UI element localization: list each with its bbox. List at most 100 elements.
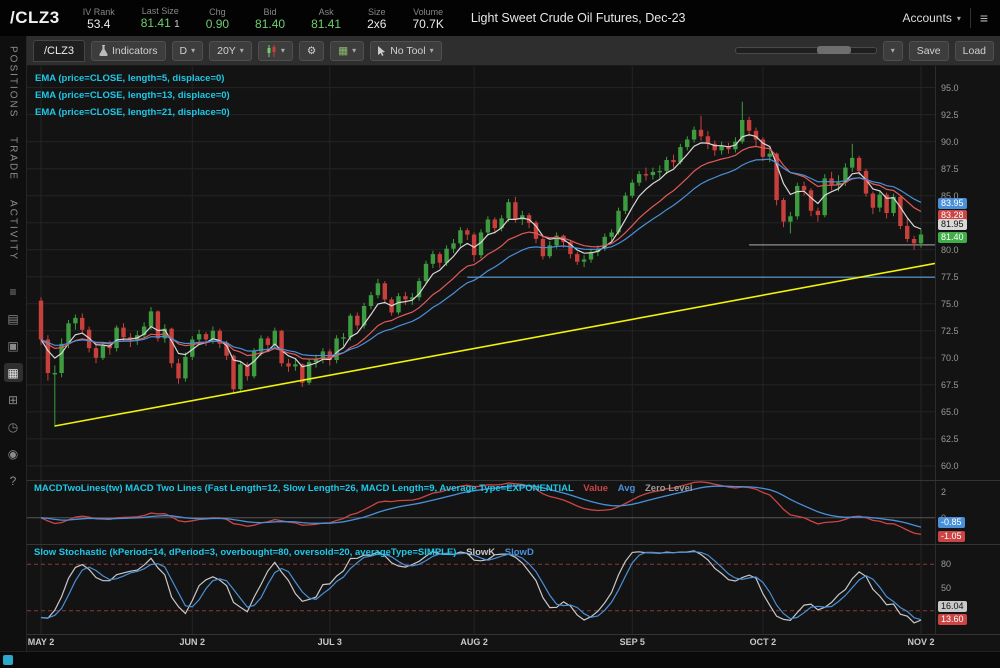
aggregation-dropdown[interactable]: D ▾ xyxy=(171,40,204,61)
chart-menu-dropdown[interactable]: ▾ xyxy=(882,40,903,61)
chart-gadget: /CLZ3 Indicators D ▾ 20Y ▾ ▾ ⚙ xyxy=(27,36,1000,651)
chevron-down-icon: ▾ xyxy=(352,46,357,55)
chat-indicator[interactable] xyxy=(3,655,13,665)
axis-tick: 60.0 xyxy=(941,460,959,471)
chevron-down-icon: ▾ xyxy=(280,46,285,55)
axis-tick: 62.5 xyxy=(941,433,959,444)
drawing-set-dropdown[interactable]: ▦ ▾ xyxy=(330,40,365,61)
menu-icon[interactable]: ≡ xyxy=(979,10,988,26)
status-bar xyxy=(0,651,1000,668)
stoch-legend-slowk: SlowK xyxy=(466,547,496,559)
ema-labels: EMA (price=CLOSE, length=5, displace=0) … xyxy=(35,70,230,121)
price-badge: 13.60 xyxy=(938,613,967,625)
tool-label: No Tool xyxy=(390,44,426,57)
stat-size: Size 2x6 xyxy=(367,6,387,31)
quotes-icon[interactable]: ≡ xyxy=(9,284,17,299)
axis-tick: 80 xyxy=(941,559,952,570)
price-axis[interactable]: 95.092.590.087.585.082.580.077.575.072.5… xyxy=(935,66,1000,481)
price-badge: -0.85 xyxy=(938,516,965,528)
stat-ask: Ask 81.41 xyxy=(311,6,342,31)
aggregation-value: D xyxy=(179,44,188,57)
xaxis-label: SEP 5 xyxy=(619,637,645,648)
stat-iv-rank: IV Rank 53.4 xyxy=(82,6,115,31)
orders-icon[interactable]: ▤ xyxy=(7,311,19,326)
axis-tick: 75.0 xyxy=(941,298,959,309)
chevron-down-icon: ▾ xyxy=(429,46,434,55)
xaxis-labels: MAY 2 JUN 2 JUL 3 AUG 2 SEP 5 OCT 2 NOV 2 xyxy=(27,635,935,651)
chart-type-dropdown[interactable]: ▾ xyxy=(257,40,293,61)
stoch-axis[interactable]: 80 50 16.04 13.60 xyxy=(935,545,1000,635)
help-icon[interactable]: ? xyxy=(9,473,17,488)
monitor-icon[interactable]: ▣ xyxy=(7,338,19,353)
axis-tick: 2 xyxy=(941,486,947,497)
chart-symbol-tab[interactable]: /CLZ3 xyxy=(33,39,85,62)
xaxis-label: OCT 2 xyxy=(749,637,777,648)
range-value: 20Y xyxy=(217,44,236,57)
axis-tick: 50 xyxy=(941,582,952,593)
sidebar-tab-activity[interactable]: ACTIVITY xyxy=(7,200,19,262)
stoch-legend-slowd: SlowD xyxy=(504,547,534,559)
load-button[interactable]: Load xyxy=(954,40,994,61)
price-badge: 81.40 xyxy=(938,231,967,243)
time-zoom-slider[interactable] xyxy=(734,46,877,54)
main-chart-panel: 95.092.590.087.585.082.580.077.575.072.5… xyxy=(27,66,1000,481)
topbar-divider xyxy=(969,8,971,28)
sidebar-tab-positions[interactable]: POSITIONS xyxy=(7,46,19,119)
axis-tick: 77.5 xyxy=(941,271,959,282)
gear-icon: ⚙ xyxy=(306,44,317,57)
chart-area: 95.092.590.087.585.082.580.077.575.072.5… xyxy=(27,66,1000,651)
axis-tick: 65.0 xyxy=(941,406,959,417)
macd-plot[interactable] xyxy=(27,481,935,545)
macd-legend-avg: Avg xyxy=(617,483,636,495)
stat-bid: Bid 81.40 xyxy=(255,6,286,31)
macd-legend-value: Value xyxy=(583,483,609,495)
main-chart-plot[interactable] xyxy=(27,66,935,480)
history-icon[interactable]: ◷ xyxy=(7,419,19,434)
time-zoom-slider-handle[interactable] xyxy=(816,46,851,54)
range-dropdown[interactable]: 20Y ▾ xyxy=(209,40,252,61)
save-button[interactable]: Save xyxy=(908,40,949,61)
xaxis-row: MAY 2 JUN 2 JUL 3 AUG 2 SEP 5 OCT 2 NOV 2 xyxy=(27,634,1000,651)
indicators-label: Indicators xyxy=(111,44,158,57)
stat-last-size: Last Size 81.41 1 xyxy=(140,5,180,30)
chart-toolbar: /CLZ3 Indicators D ▾ 20Y ▾ ▾ ⚙ xyxy=(27,36,1000,66)
axis-tick: 92.5 xyxy=(941,109,959,120)
xaxis-label: JUL 3 xyxy=(317,637,342,648)
axis-tick: 87.5 xyxy=(941,163,959,174)
symbol-title: /CLZ3 xyxy=(10,8,60,27)
chart-settings-button[interactable]: ⚙ xyxy=(298,40,325,61)
sidebar-tab-trade[interactable]: TRADE xyxy=(7,137,19,182)
macd-label: MACDTwoLines(tw) MACD Two Lines (Fast Le… xyxy=(34,483,693,494)
macd-panel: 20-0.85-1.05 MACDTwoLines(tw) MACD Two L… xyxy=(27,480,1000,545)
grid-icon[interactable]: ⊞ xyxy=(7,392,19,407)
stoch-plot[interactable] xyxy=(27,545,935,635)
left-sidebar: POSITIONS TRADE ACTIVITY ≡ ▤ ▣ ▦ ⊞ ◷ ◉? xyxy=(0,36,27,651)
candlestick-icon xyxy=(266,44,277,57)
stat-chg: Chg 0.90 xyxy=(205,6,230,31)
community-icon[interactable]: ◉ xyxy=(7,446,19,461)
accounts-label: Accounts xyxy=(902,11,952,25)
axis-tick: 80.0 xyxy=(941,244,959,255)
tool-dropdown[interactable]: No Tool ▾ xyxy=(370,40,442,61)
ema-label-5: EMA (price=CLOSE, length=5, displace=0) xyxy=(35,73,225,84)
axis-tick: 67.5 xyxy=(941,379,959,390)
axis-tick: 72.5 xyxy=(941,325,959,336)
axis-tick: 85.0 xyxy=(941,190,959,201)
stoch-label: Slow Stochastic (kPeriod=14, dPeriod=3, … xyxy=(34,547,534,558)
chevron-down-icon: ▾ xyxy=(191,46,196,55)
charts-icon[interactable]: ▦ xyxy=(3,363,23,383)
stoch-study-label: Slow Stochastic (kPeriod=14, dPeriod=3, … xyxy=(34,547,457,559)
price-badge: 83.95 xyxy=(938,198,967,210)
chevron-down-icon: ▾ xyxy=(956,13,961,23)
indicators-button[interactable]: Indicators xyxy=(90,40,166,61)
axis-tick: 95.0 xyxy=(941,82,959,93)
macd-axis[interactable]: 20-0.85-1.05 xyxy=(935,481,1000,545)
ema-label-13: EMA (price=CLOSE, length=13, displace=0) xyxy=(35,90,230,101)
topbar: /CLZ3 IV Rank 53.4 Last Size 81.41 1 Chg 0.90… xyxy=(0,0,1000,36)
axis-tick: 70.0 xyxy=(941,352,959,363)
stoch-panel: 80 50 16.04 13.60 Slow Stochastic (kPeriod=… xyxy=(27,544,1000,635)
flask-icon xyxy=(99,45,108,56)
accounts-menu[interactable]: Accounts ▾ xyxy=(902,11,960,25)
instrument-description: Light Sweet Crude Oil Futures, Dec-23 xyxy=(470,11,686,25)
topbar-stats: IV Rank 53.4 Last Size 81.41 1 Chg 0.90 Bid 81.… xyxy=(70,6,457,31)
